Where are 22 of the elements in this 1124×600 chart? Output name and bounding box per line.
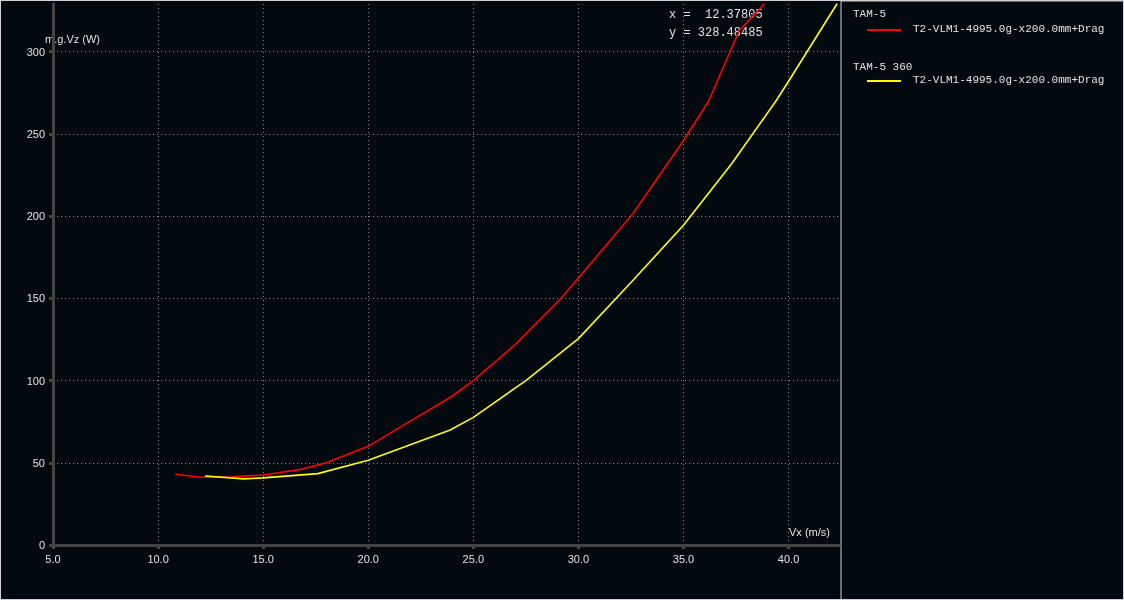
x-tick-label: 30.0 — [567, 552, 590, 565]
y-tick-label: 150 — [26, 292, 45, 305]
y-tick-label: 250 — [26, 127, 45, 140]
x-tick-label: 10.0 — [147, 552, 169, 565]
legend-label: T2-VLM1-4995.0g-x200.0mm+Drag — [913, 22, 1105, 35]
text: TAM-5 360 — [853, 60, 913, 73]
line-series — [174, 3, 765, 479]
y-tick-label: 0 — [38, 539, 45, 551]
x-tick-label: 35.0 — [672, 552, 695, 565]
x-tick-label: 5.0 — [45, 552, 61, 565]
x-tick-label: 20.0 — [357, 552, 379, 565]
y-tick-label: 100 — [26, 374, 45, 387]
line-series — [204, 3, 838, 480]
y-tick-label: 50 — [32, 456, 45, 469]
x-tick-label: 40.0 — [777, 552, 800, 565]
x-tick-label: 15.0 — [252, 552, 274, 565]
y-tick-label: 200 — [26, 210, 45, 223]
y-tick-label: 300 — [26, 45, 45, 58]
x-axis-title: Vx (m/s) — [789, 525, 830, 538]
legend-label: T2-VLM1-4995.0g-x200.0mm+Drag — [913, 73, 1105, 86]
x-tick-label: 25.0 — [462, 552, 485, 565]
text: TAM-5 — [853, 7, 887, 20]
